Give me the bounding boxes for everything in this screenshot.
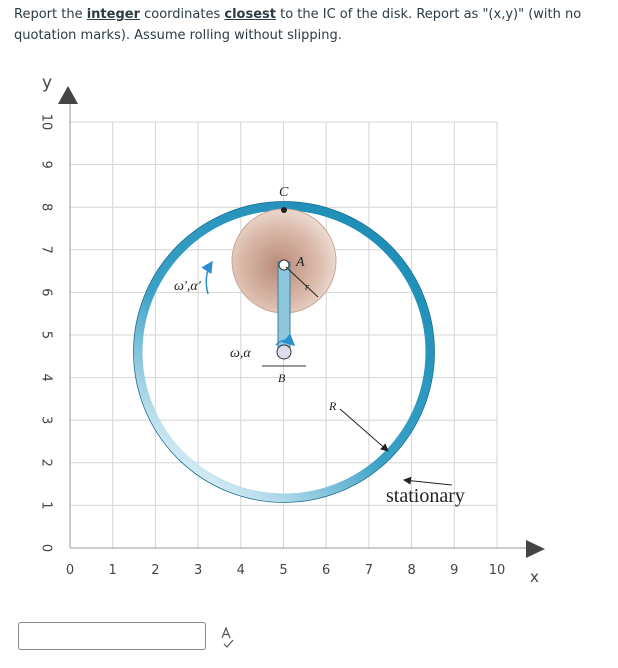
r-line (285, 266, 319, 298)
y-tick-label: 2 (39, 459, 54, 467)
r-arrow (339, 408, 389, 452)
y-arrow (58, 86, 78, 104)
label-c: C (279, 185, 289, 200)
question-text: Report the (14, 7, 87, 22)
y-tick-label: 1 (39, 501, 54, 509)
stationary-arrow (403, 476, 453, 486)
ring (133, 201, 435, 503)
question-text: coordinates (139, 7, 225, 22)
x-tick-label: 0 (66, 563, 74, 578)
label-r: r (305, 281, 310, 293)
y-tick-label: 6 (39, 288, 54, 296)
answer-input[interactable] (18, 622, 206, 650)
label-r-big: R (328, 399, 337, 413)
x-tick-label: 9 (450, 563, 458, 578)
x-tick-label: 6 (322, 563, 330, 578)
x-tick-label: 8 (407, 563, 415, 578)
label-b: B (278, 371, 286, 385)
label-omega-prime: ω',α' (174, 279, 202, 294)
y-tick-label: 7 (39, 246, 54, 254)
point-c (281, 207, 287, 213)
x-tick-label: 3 (194, 563, 202, 578)
y-tick-label: 5 (39, 331, 54, 339)
y-tick-label: 9 (39, 160, 54, 168)
label-a: A (295, 255, 305, 270)
pin-b (276, 344, 292, 360)
y-tick-label: 8 (39, 203, 54, 211)
question-text: to the IC of the disk. Report as "(x,y)"… (14, 7, 582, 43)
x-tick-label: 5 (279, 563, 287, 578)
y-tick-label: 10 (39, 114, 54, 131)
x-axis-label: x (530, 568, 539, 586)
label-omega: ω,α (230, 346, 251, 361)
y-tick-label: 0 (39, 544, 54, 552)
omega-prime-arrow (201, 260, 213, 295)
x-tick-label: 2 (151, 563, 159, 578)
omega-arrow (275, 333, 296, 347)
question-emphasis: closest (224, 7, 276, 22)
y-tick-label: 4 (39, 373, 54, 381)
spellcheck-icon[interactable] (221, 626, 234, 648)
x-tick-label: 7 (365, 563, 373, 578)
question-emphasis: integer (86, 7, 140, 22)
grid: 0 1 2 3 4 5 6 7 8 9 10 0 1 2 3 4 5 6 7 8 9 10 (39, 102, 528, 578)
x-tick-label: 10 (489, 563, 506, 578)
y-tick-label: 3 (39, 416, 54, 424)
question: Report the integer coordinates closest t… (14, 4, 604, 46)
x-tick-label: 4 (237, 563, 245, 578)
ring-edge (133, 201, 435, 503)
x-arrow (526, 540, 545, 558)
x-tick-label: 1 (109, 563, 117, 578)
label-stationary: stationary (386, 485, 465, 507)
y-axis-label: y (42, 73, 52, 93)
